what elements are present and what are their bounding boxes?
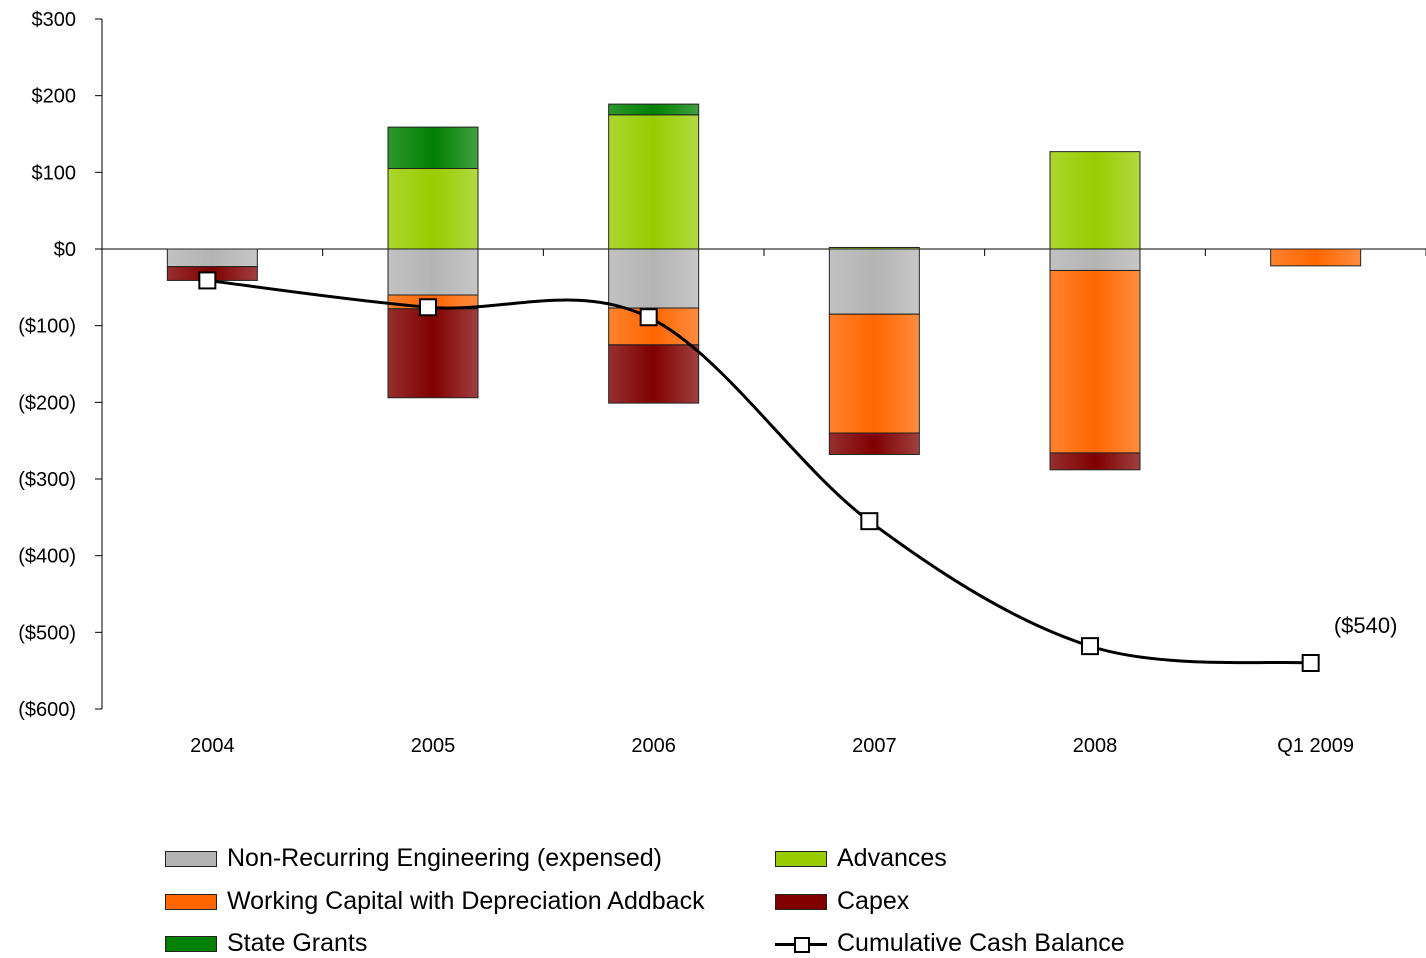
cumulative-line — [198, 271, 1320, 672]
bar-segment — [1049, 248, 1141, 271]
bar-segment — [608, 114, 700, 250]
y-tick-label: ($300) — [18, 469, 76, 491]
legend-swatch-capex — [775, 893, 827, 910]
y-tick-label: ($100) — [18, 316, 76, 338]
legend-label-advances: Advances — [837, 844, 947, 872]
chart-bars — [166, 103, 1362, 471]
legend-label-working-capital: Working Capital with Depreciation Addbac… — [227, 887, 705, 915]
bar-segment — [387, 126, 479, 169]
legend-label-cumulative-cash: Cumulative Cash Balance — [837, 929, 1125, 957]
legend-label-capex: Capex — [837, 887, 910, 915]
bar-segment — [828, 432, 920, 455]
cumulative-cash-marker — [1081, 637, 1099, 656]
chart-axes — [95, 18, 1426, 710]
cumulative-cash-marker — [860, 512, 879, 531]
legend-item-advances: Advances — [775, 844, 947, 873]
legend-swatch-state-grants — [165, 935, 217, 952]
bar-segment — [166, 248, 258, 268]
y-tick-label: $200 — [32, 86, 77, 108]
bar-segment — [1049, 269, 1141, 454]
bar-segment — [608, 344, 700, 404]
y-tick-label: ($400) — [18, 546, 76, 568]
y-tick-label: ($600) — [18, 699, 76, 721]
bar-segment — [387, 248, 479, 296]
legend-item-working-capital: Working Capital with Depreciation Addbac… — [165, 887, 705, 916]
legend-swatch-advances — [775, 850, 827, 867]
legend-item-capex: Capex — [775, 887, 909, 916]
legend-item-cumulative-cash: Cumulative Cash Balance — [775, 929, 1125, 958]
bar-segment — [1270, 248, 1362, 267]
x-tick-label: 2005 — [411, 735, 456, 757]
bar-segment — [828, 248, 920, 315]
legend-swatch-working-capital — [165, 893, 217, 910]
bar-segment — [828, 313, 920, 434]
cumulative-cash-marker — [1301, 654, 1320, 672]
x-tick-label: 2007 — [852, 735, 897, 757]
y-tick-label: ($500) — [18, 622, 76, 644]
legend-swatch-nre — [165, 850, 217, 867]
legend-item-nre: Non-Recurring Engineering (expensed) — [165, 844, 662, 873]
annotation-label: ($540) — [1334, 613, 1398, 638]
legend-line-marker — [775, 935, 827, 953]
x-tick-label: Q1 2009 — [1277, 735, 1354, 757]
cumulative-cash-marker — [419, 298, 437, 317]
chart-labels: $300 $200 $100 $0 ($100) ($200) ($300) ($400) ($… — [18, 9, 1397, 757]
bar-segment — [387, 168, 479, 250]
bar-segment — [828, 246, 920, 250]
x-tick-label: 2006 — [631, 735, 676, 757]
legend-label-state-grants: State Grants — [227, 929, 368, 957]
y-tick-label: $100 — [32, 162, 77, 184]
cumulative-cash-line — [207, 278, 1311, 665]
legend-item-state-grants: State Grants — [165, 929, 367, 958]
y-tick-label: $0 — [54, 239, 76, 261]
bar-segment — [1049, 151, 1141, 250]
bar-segment — [1049, 452, 1141, 471]
y-tick-label: ($200) — [18, 392, 76, 414]
bar-segment — [608, 248, 700, 309]
legend-label-nre: Non-Recurring Engineering (expensed) — [227, 844, 662, 872]
x-tick-label: 2008 — [1073, 735, 1118, 757]
cumulative-cash-marker — [198, 271, 217, 290]
x-tick-label: 2004 — [190, 735, 235, 757]
bar-segment — [608, 103, 700, 116]
cumulative-cash-marker — [639, 308, 658, 327]
y-tick-label: $300 — [32, 9, 77, 31]
bar-segment — [387, 308, 479, 399]
